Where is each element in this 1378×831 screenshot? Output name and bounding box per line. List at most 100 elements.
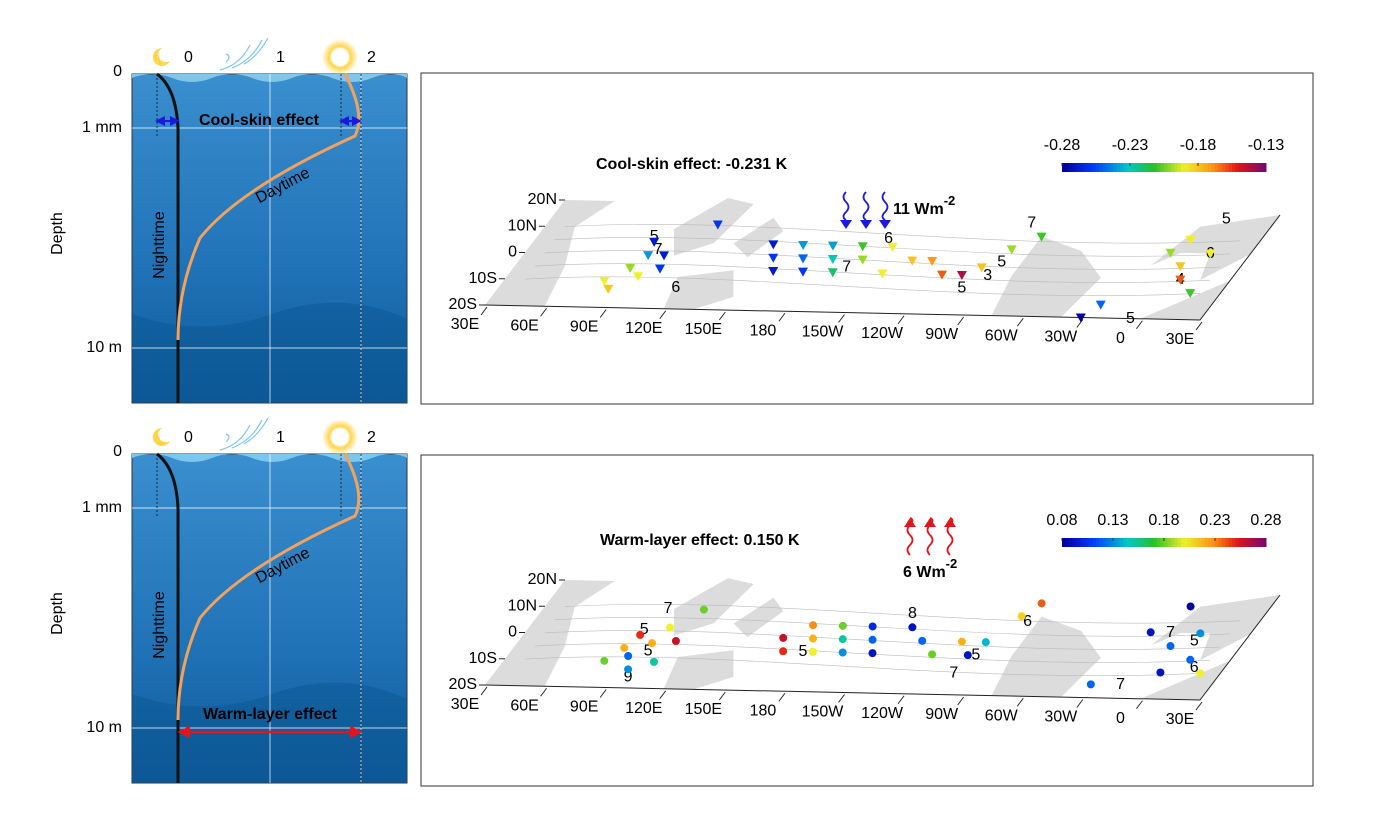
colorbar-cell [1215,538,1219,547]
lon-tick [1136,700,1143,710]
colorbar-cell [1262,163,1267,172]
station-marker [603,284,614,294]
colorbar-cell [1255,538,1260,547]
colorbar-cell [1201,538,1206,547]
flux-arrow [881,191,889,221]
colorbar-cell [1150,538,1155,547]
station-marker [600,656,609,665]
day-profile [176,453,361,721]
land [673,578,754,636]
contour-label: 7 [1027,214,1036,231]
x-tick-label: 30E [1166,331,1194,348]
x-tick-label: 120W [861,705,904,722]
flux-arrowhead [924,518,936,527]
station-marker [798,241,809,250]
colorbar-cell [1065,163,1070,172]
contour-label: 6 [884,230,893,247]
station-marker [1156,668,1165,677]
station-marker [1166,642,1175,651]
lon-tick [599,309,607,318]
flux-arrow [862,191,870,221]
land [485,200,615,307]
station-marker [1037,599,1046,608]
isoline [524,276,1201,296]
colorbar-tick-label: 0.18 [1148,512,1179,529]
colorbar-cell [1211,163,1216,172]
colorbar-cell [1147,163,1151,172]
y-tick-label: 20N [528,571,557,588]
colorbar-cell [1096,163,1100,172]
station-marker [1186,602,1195,611]
colorbar-cell [1255,163,1260,172]
lon-tick [957,696,965,706]
colorbar-cell [1113,163,1117,172]
x-tick-label: 30E [1166,711,1194,728]
colorbar-cell [1068,538,1073,547]
station-marker [1185,289,1196,299]
station-marker [768,240,779,250]
colorbar-cell [1062,538,1066,547]
moon [152,47,170,66]
x-tick-label: 2 [367,429,376,446]
colorbar-cell [1079,163,1083,172]
colorbar-cell [1072,538,1077,547]
isoline [524,656,1201,676]
colorbar-cell [1130,163,1134,172]
sun [322,419,358,455]
colorbar-cell [1153,538,1158,547]
x-tick-label: 60E [510,697,538,714]
station-marker [957,637,966,646]
contour-label: 7 [1166,624,1175,641]
x-tick-label: 30E [451,696,479,713]
station-marker [838,635,847,644]
colorbar-cell [1187,538,1192,547]
colorbar-cell [1113,538,1117,547]
land [663,650,734,690]
colorbar-cell [1157,163,1162,172]
y-tick-label: 0 [113,63,122,80]
land [991,616,1101,698]
colorbar-cell [1109,538,1114,547]
flux-arrow [842,191,850,221]
colorbar-cell [1096,538,1100,547]
colorbar-cell [1099,538,1104,547]
station-marker [809,621,818,630]
contour-label: 3 [983,267,992,284]
station-marker [779,647,788,656]
colorbar-cell [1143,163,1148,172]
colorbar-cell [1089,163,1094,172]
colorbar-cell [1262,538,1267,547]
station-marker [1146,628,1155,637]
station-marker [1196,629,1205,638]
station-marker [827,254,838,264]
map-title: Warm-layer effect: 0.150 K [600,532,800,549]
station-marker [808,647,817,656]
colorbar-cell [1109,163,1114,172]
station-marker [633,272,644,282]
colorbar-cell [1235,163,1240,172]
colorbar-cell [1211,538,1216,547]
contour-label: 7 [664,600,673,617]
lon-tick [778,692,786,702]
colorbar-cell [1194,163,1199,172]
y-tick-label: 10 m [86,339,122,356]
station-marker [838,621,847,630]
lon-tick [659,690,667,700]
colorbar-tick-label: 0.28 [1250,512,1281,529]
deep-band [132,302,407,403]
station-marker [1165,248,1176,258]
colorbar-cell [1072,163,1077,172]
station-marker [877,269,888,279]
contour-label: 7 [654,241,663,258]
colorbar-cell [1065,538,1070,547]
wave [132,454,407,462]
station-marker [1186,655,1195,664]
station-marker [827,241,838,251]
station-marker [918,636,927,645]
station-marker [798,254,809,264]
x-tick-label: 1 [276,429,285,446]
colorbar-cell [1099,163,1104,172]
colorbar-cell [1170,538,1175,547]
colorbar-cell [1228,163,1233,172]
lon-tick [897,315,905,325]
